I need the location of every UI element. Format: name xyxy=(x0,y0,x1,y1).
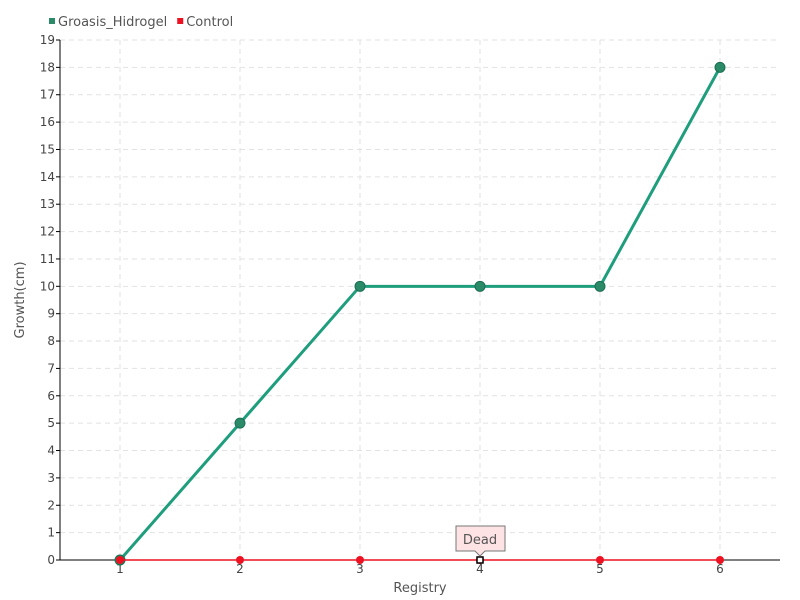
y-tick-label: 10 xyxy=(40,279,55,293)
y-tick-label: 9 xyxy=(47,307,55,321)
legend-swatch xyxy=(177,18,184,24)
annotation-marker xyxy=(476,556,484,564)
y-tick-label: 5 xyxy=(47,416,55,430)
y-tick-label: 19 xyxy=(40,33,55,47)
y-tick-label: 1 xyxy=(47,526,55,540)
x-tick-label: 1 xyxy=(116,562,124,576)
y-tick-label: 13 xyxy=(40,197,55,211)
y-tick-label: 18 xyxy=(40,60,55,74)
data-point xyxy=(116,556,124,564)
y-tick-label: 0 xyxy=(47,553,55,567)
data-point xyxy=(474,280,486,292)
y-axis-label: Growth(cm) xyxy=(13,261,28,338)
y-tick-label: 4 xyxy=(47,444,55,458)
annotation-box xyxy=(455,525,506,557)
data-point xyxy=(356,556,364,564)
y-tick-label: 12 xyxy=(40,225,55,239)
x-tick-label: 4 xyxy=(476,562,484,576)
data-point xyxy=(234,417,246,429)
y-tick-label: 15 xyxy=(40,142,55,156)
x-tick-label: 2 xyxy=(236,562,244,576)
data-point xyxy=(236,556,244,564)
y-tick-label: 3 xyxy=(47,471,55,485)
y-tick-label: 14 xyxy=(40,170,55,184)
x-tick-label: 6 xyxy=(716,562,724,576)
y-tick-label: 16 xyxy=(40,115,55,129)
data-point xyxy=(714,61,726,73)
annotation-text: Dead xyxy=(463,533,497,548)
legend-label: Groasis_Hidrogel xyxy=(58,15,167,30)
data-point xyxy=(594,280,606,292)
y-tick-label: 8 xyxy=(47,334,55,348)
y-tick-label: 2 xyxy=(47,498,55,512)
x-tick-label: 3 xyxy=(356,562,364,576)
x-axis-label: Registry xyxy=(393,581,447,596)
legend-swatch xyxy=(49,18,55,24)
legend-label: Control xyxy=(186,15,233,30)
y-tick-label: 7 xyxy=(47,361,55,375)
data-point xyxy=(596,556,604,564)
y-tick-label: 11 xyxy=(40,252,55,266)
y-tick-label: 6 xyxy=(47,389,55,403)
x-tick-label: 5 xyxy=(596,562,604,576)
series-line-groasis_hidrogel xyxy=(118,66,722,561)
data-point xyxy=(354,280,366,292)
y-tick-label: 17 xyxy=(40,88,55,102)
data-point xyxy=(716,556,724,564)
